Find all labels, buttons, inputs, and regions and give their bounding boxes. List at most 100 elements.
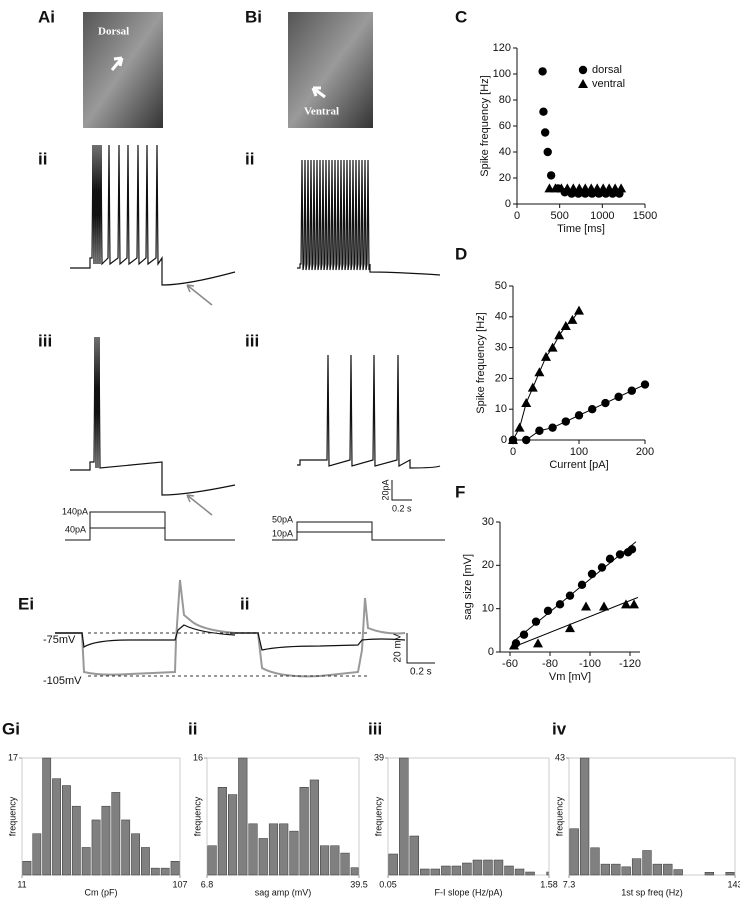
marker: [574, 411, 584, 420]
y-tick-label: 50: [495, 280, 507, 292]
bar: [525, 871, 535, 876]
trace: [230, 597, 406, 678]
bar: [320, 845, 330, 876]
bar: [268, 823, 279, 876]
marker: [627, 545, 637, 554]
arrow: [186, 284, 213, 306]
panel-label: C: [455, 7, 467, 26]
marker: [577, 580, 587, 590]
marker: [601, 398, 610, 408]
bar: [330, 845, 340, 876]
panel-label: iii: [368, 719, 382, 738]
bar: [81, 847, 91, 876]
x-tick-label: 100: [570, 446, 588, 458]
marker: [627, 386, 636, 395]
marker: [509, 640, 519, 650]
y-tick-label: 0: [488, 646, 494, 658]
marker: [546, 171, 556, 180]
bar: [62, 785, 71, 876]
bar: [121, 819, 131, 876]
legend-label: ventral: [592, 78, 625, 90]
marker: [534, 367, 545, 377]
trace: [55, 579, 236, 676]
marker: [555, 600, 565, 609]
marker: [540, 128, 550, 137]
photo-label: Ventral: [304, 106, 339, 118]
marker: [581, 601, 591, 611]
y-axis-label: frequency: [192, 796, 202, 836]
stimulus-label: 10pA: [272, 528, 293, 538]
trace: [70, 144, 236, 286]
bar: [279, 823, 289, 876]
legend-label: dorsal: [592, 64, 622, 76]
bar: [569, 828, 579, 876]
x-tick-label: -80: [542, 658, 558, 670]
y-axis-label: Spike frequency [Hz]: [475, 312, 487, 414]
stimulus-label: 40pA: [65, 524, 86, 534]
marker: [522, 435, 531, 445]
bar: [652, 863, 663, 876]
marker: [521, 398, 532, 408]
marker: [543, 606, 553, 616]
photo-label: Dorsal: [98, 26, 129, 38]
marker: [565, 591, 575, 600]
x-tick-label: -60: [502, 658, 518, 670]
bar: [631, 858, 642, 876]
bar: [299, 787, 309, 876]
bar: [504, 865, 514, 876]
marker: [599, 601, 609, 611]
y-tick-label: 10: [495, 403, 507, 415]
marker: [587, 569, 597, 579]
panel-label: iv: [552, 719, 567, 738]
x-tick-label: 0: [514, 210, 520, 222]
y-tick-label: 20: [495, 372, 507, 384]
bar: [621, 866, 631, 876]
marker: [574, 305, 584, 315]
bar: [611, 863, 621, 876]
marker: [508, 435, 518, 445]
x-axis-label: Current [pA]: [549, 459, 608, 471]
level-line: [88, 632, 370, 677]
photos: Dorsal Ventral: [83, 12, 373, 128]
x-tick-label: 1000: [590, 210, 614, 222]
marker: [605, 554, 615, 564]
scale-label: 20 mV: [393, 633, 404, 662]
y-tick-label: 30: [495, 342, 507, 354]
trace: [70, 336, 236, 496]
plot-frame: [21, 757, 181, 876]
bar: [309, 779, 319, 876]
x-tick-label: 107: [172, 879, 187, 889]
marker: [615, 550, 625, 559]
marker: [535, 426, 544, 435]
y-tick-label: 0: [505, 198, 511, 210]
y-tick-label: 10: [482, 603, 494, 615]
photo: [83, 12, 163, 128]
bar: [350, 867, 359, 876]
marker: [567, 314, 578, 324]
bar: [725, 872, 735, 876]
bar: [399, 757, 409, 876]
x-tick-label: 1500: [633, 210, 657, 222]
photo: [288, 12, 373, 128]
x-axis-label: 1st sp freq (Hz): [621, 887, 683, 897]
stimulus-label: 140pA: [62, 506, 88, 516]
bar: [111, 792, 121, 876]
y-tick-label: 60: [499, 120, 511, 132]
bar: [228, 794, 238, 876]
plot-frame: [568, 757, 736, 876]
x-tick-label: 1.58: [540, 879, 558, 889]
bar: [472, 859, 483, 876]
marker: [527, 382, 538, 392]
arrow: [311, 86, 326, 99]
marker: [531, 617, 541, 626]
bar: [590, 847, 600, 876]
y-tick-label: 43: [555, 752, 565, 762]
marker: [538, 67, 547, 76]
level-label: -105mV: [43, 675, 82, 687]
y-axis-label: Spike frequency [Hz]: [479, 75, 491, 177]
bar: [101, 805, 111, 876]
y-tick-label: 16: [193, 752, 203, 762]
marker: [565, 623, 575, 633]
y-axis-label: frequency: [554, 796, 564, 836]
y-tick-label: 80: [499, 94, 511, 106]
